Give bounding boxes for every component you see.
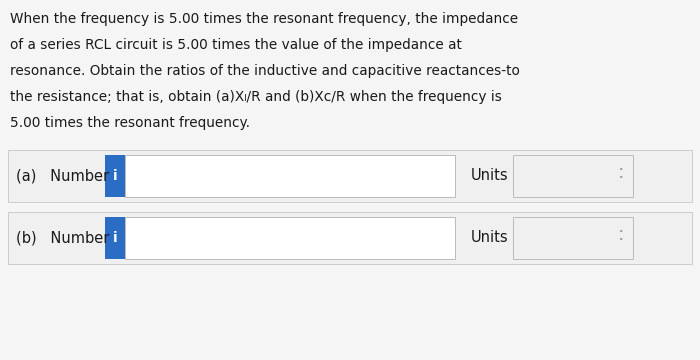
Text: (a)   Number: (a) Number (16, 168, 109, 184)
Bar (105, 217, 125, 259)
Text: the resistance; that is, obtain (a)Xₗ/R and (b)Xᴄ/R when the frequency is: the resistance; that is, obtain (a)Xₗ/R … (10, 90, 502, 104)
Text: Units: Units (471, 168, 509, 184)
Text: ˅: ˅ (617, 175, 622, 184)
Text: of a series RCL circuit is 5.00 times the value of the impedance at: of a series RCL circuit is 5.00 times th… (10, 38, 462, 52)
Text: Units: Units (471, 230, 509, 246)
Bar (8, 150, 692, 202)
Bar (513, 217, 633, 259)
Text: When the frequency is 5.00 times the resonant frequency, the impedance: When the frequency is 5.00 times the res… (10, 12, 518, 26)
Text: i: i (113, 169, 118, 183)
Bar (125, 155, 455, 197)
Bar (125, 217, 455, 259)
Bar (513, 155, 633, 197)
Text: ˄: ˄ (617, 167, 622, 176)
Text: 5.00 times the resonant frequency.: 5.00 times the resonant frequency. (10, 116, 250, 130)
Bar (8, 212, 692, 264)
Text: ˅: ˅ (617, 238, 622, 247)
Text: resonance. Obtain the ratios of the inductive and capacitive reactances‐to: resonance. Obtain the ratios of the indu… (10, 64, 520, 78)
Text: (b)   Number: (b) Number (16, 230, 109, 246)
Text: i: i (113, 231, 118, 245)
Text: ˄: ˄ (617, 230, 622, 238)
Bar (105, 155, 125, 197)
